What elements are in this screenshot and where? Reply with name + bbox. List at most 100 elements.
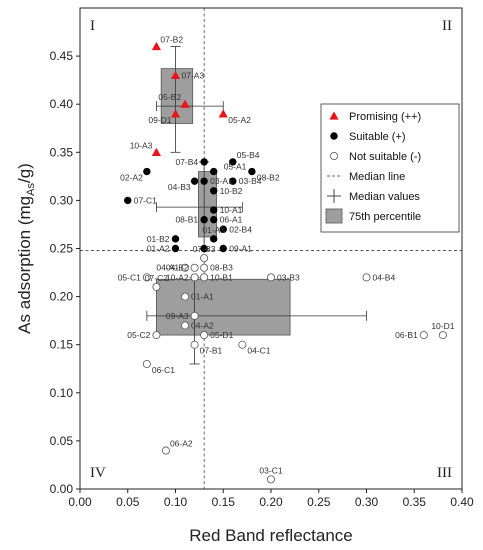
point-label-02-a2: 02-A2 [120,173,143,183]
legend: Promising (++) Suitable (+) Not suitable (… [320,103,460,233]
data-point-08-b1 [200,215,208,224]
point-label-10-a1: 10-A1 [220,205,243,215]
median-lines [80,8,462,489]
data-point-08-b2 [248,167,256,176]
data-point-03-c1 [266,475,275,484]
legend-label-median_values: Median values [349,191,420,203]
percentile-box-not_suitable [155,278,291,336]
y-tick-label: 0.30 [50,193,74,207]
x-axis-label: Red Band reflectance [189,526,353,545]
data-point-09-d1 [170,109,181,118]
data-point-05-b2 [180,99,190,108]
data-point-03-b4 [229,177,237,185]
point-label-05-a1: 05-A1 [224,162,247,172]
y-axis-label-end: /g) [15,163,34,183]
data-point-05-c2 [152,331,161,340]
data-point-05-b4 [229,158,237,166]
point-label-06-c1: 06-C1 [152,365,175,375]
legend-label-promising: Promising (++) [349,111,421,123]
data-point-02-a2 [143,167,151,176]
x-tick-label: 0.35 [403,495,427,509]
point-label-07-c1: 07-C1 [134,195,157,205]
x-tick-label: 0.00 [68,495,92,509]
point-label-10-a2: 10-A2 [166,272,189,282]
point-label-07-b4: 07-B4 [175,157,198,167]
y-tick-label: 0.45 [50,49,74,63]
x-tick-label: 0.15 [212,495,236,509]
data-point-04-a1 [181,263,190,272]
legend-label-not_suitable: Not suitable (-) [349,151,421,163]
data-point-05-a2 [218,109,228,118]
data-point-06-a2 [161,446,170,455]
data-point-07-a3 [170,70,181,80]
data-point-01-a3 [210,235,218,243]
point-label-01-a1: 01-A1 [191,292,214,302]
quadrant-label-iii: III [437,465,452,481]
data-point-07-b3 [200,254,209,263]
point-label-07-b3: 07-B3 [193,244,216,254]
data-point-03-b3 [266,273,275,282]
data-point-07-b2 [151,41,161,51]
legend-marker-not_suitable [329,151,338,160]
data-point-06-b1 [419,331,428,340]
plot-frame [79,7,463,490]
x-tick-label: 0.40 [450,495,474,509]
point-label-03-b4: 03-B4 [239,176,262,186]
x-tick-label: 0.20 [259,495,283,509]
data-point-08-b3 [200,263,209,272]
data-point-10-b1 [200,273,209,282]
point-label-10-b2: 10-B2 [220,186,243,196]
y-tick-label: 0.00 [50,482,74,496]
point-label-07-a3: 07-A3 [182,70,205,80]
point-label-04-b2: 04-B2 [166,263,189,273]
point-label-10-b1: 10-B1 [210,272,233,282]
point-label-08-b2: 08-B2 [257,173,280,183]
point-label-06-b1: 06-B1 [395,330,418,340]
data-point-07-c2 [152,282,161,291]
legend-marker-promising [329,111,339,120]
point-label-07-c2: 07-C2 [145,273,168,283]
y-tick-label: 0.25 [50,242,74,256]
point-label-05-c2: 05-C2 [127,330,150,340]
legend-marker-suitable [330,132,338,140]
quadrant-label-iv: IV [90,465,106,481]
point-label-04-a2: 04-A2 [191,320,214,330]
y-tick-label: 0.40 [50,97,74,111]
data-point-04-a2 [181,321,190,330]
y-axis-label: As adsorption (mgAs/g) [15,163,37,334]
y-tick-label: 0.20 [50,290,74,304]
point-label-10-d1: 10-D1 [431,321,454,331]
point-label-04-c1: 04-C1 [247,346,270,356]
data-point-04-c1 [238,340,247,349]
point-label-09-d1: 09-D1 [148,115,171,125]
data-point-06-c1 [142,359,151,368]
data-point-09-a3 [190,311,199,320]
data-point-09-a1 [219,244,227,253]
x-tick-label: 0.30 [355,495,379,509]
point-label-01-a2: 01-A2 [147,244,170,254]
data-point-04-b2 [190,263,199,272]
legend-label-median_line: Median line [349,171,405,183]
point-label-06-a2: 06-A2 [170,439,193,449]
y-tick-label: 0.05 [50,434,74,448]
point-label-01-a3: 01-A3 [202,225,225,235]
point-label-04-b4: 04-B4 [373,272,396,282]
point-label-06-a1: 06-A1 [220,215,243,225]
point-label-03-a1: 03-A1 [210,176,233,186]
point-label-08-b1: 08-B1 [175,215,198,225]
y-tick-label: 0.10 [50,386,74,400]
data-point-07-b4 [200,158,208,166]
data-point-m1 [200,244,208,253]
data-point-02-b4 [219,225,227,233]
legend-label-percentile: 75th percentile [349,211,421,223]
x-tick-label: 0.05 [116,495,140,509]
data-point-04-b4 [362,273,371,282]
data-point-10-a3 [151,147,161,156]
data-point-01-b2 [171,235,180,243]
point-label-05-a2: 05-A2 [228,115,251,125]
data-point-07-c1 [124,196,132,205]
data-point-03-a1 [200,177,208,185]
point-label-03-c1: 03-C1 [259,465,282,475]
